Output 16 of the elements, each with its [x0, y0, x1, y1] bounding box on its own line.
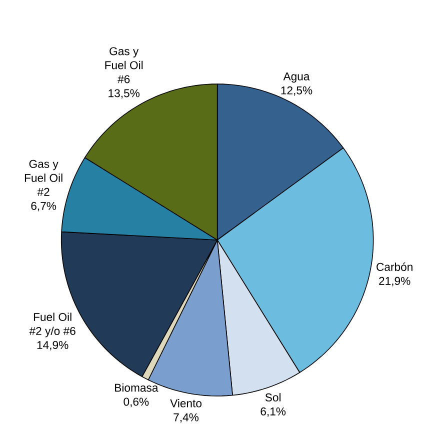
data-label: 13,5%: [108, 89, 140, 99]
slice-label: Gas y Fuel Oil #6: [105, 47, 143, 84]
data-label: 21,9%: [379, 276, 410, 286]
data-label: 6,7%: [31, 202, 56, 212]
data-label: 0,6%: [124, 398, 149, 408]
data-label: 14,9%: [37, 341, 68, 350]
data-label: 6,1%: [260, 407, 286, 417]
slice-label: Fuel Oil #2 y/o #6: [29, 312, 76, 338]
data-label: 7,4%: [174, 413, 199, 423]
data-label: 12,5%: [281, 86, 312, 96]
slice-label: Biomasa: [115, 383, 158, 392]
slice-label: Agua: [283, 72, 310, 83]
slice-label: Gas y Fuel Oil #2: [24, 160, 62, 196]
slice-label: Viento: [170, 398, 202, 408]
slice-label: Carbón: [376, 262, 412, 271]
slice-label: Sol: [265, 393, 281, 402]
